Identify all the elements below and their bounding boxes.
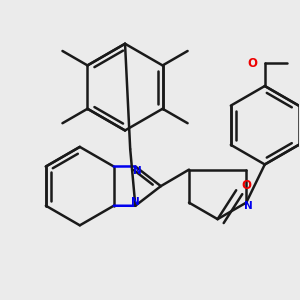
Text: N: N xyxy=(131,197,140,207)
Text: N: N xyxy=(244,201,252,211)
Text: N: N xyxy=(133,166,141,176)
Text: O: O xyxy=(242,178,251,192)
Text: O: O xyxy=(248,57,257,70)
